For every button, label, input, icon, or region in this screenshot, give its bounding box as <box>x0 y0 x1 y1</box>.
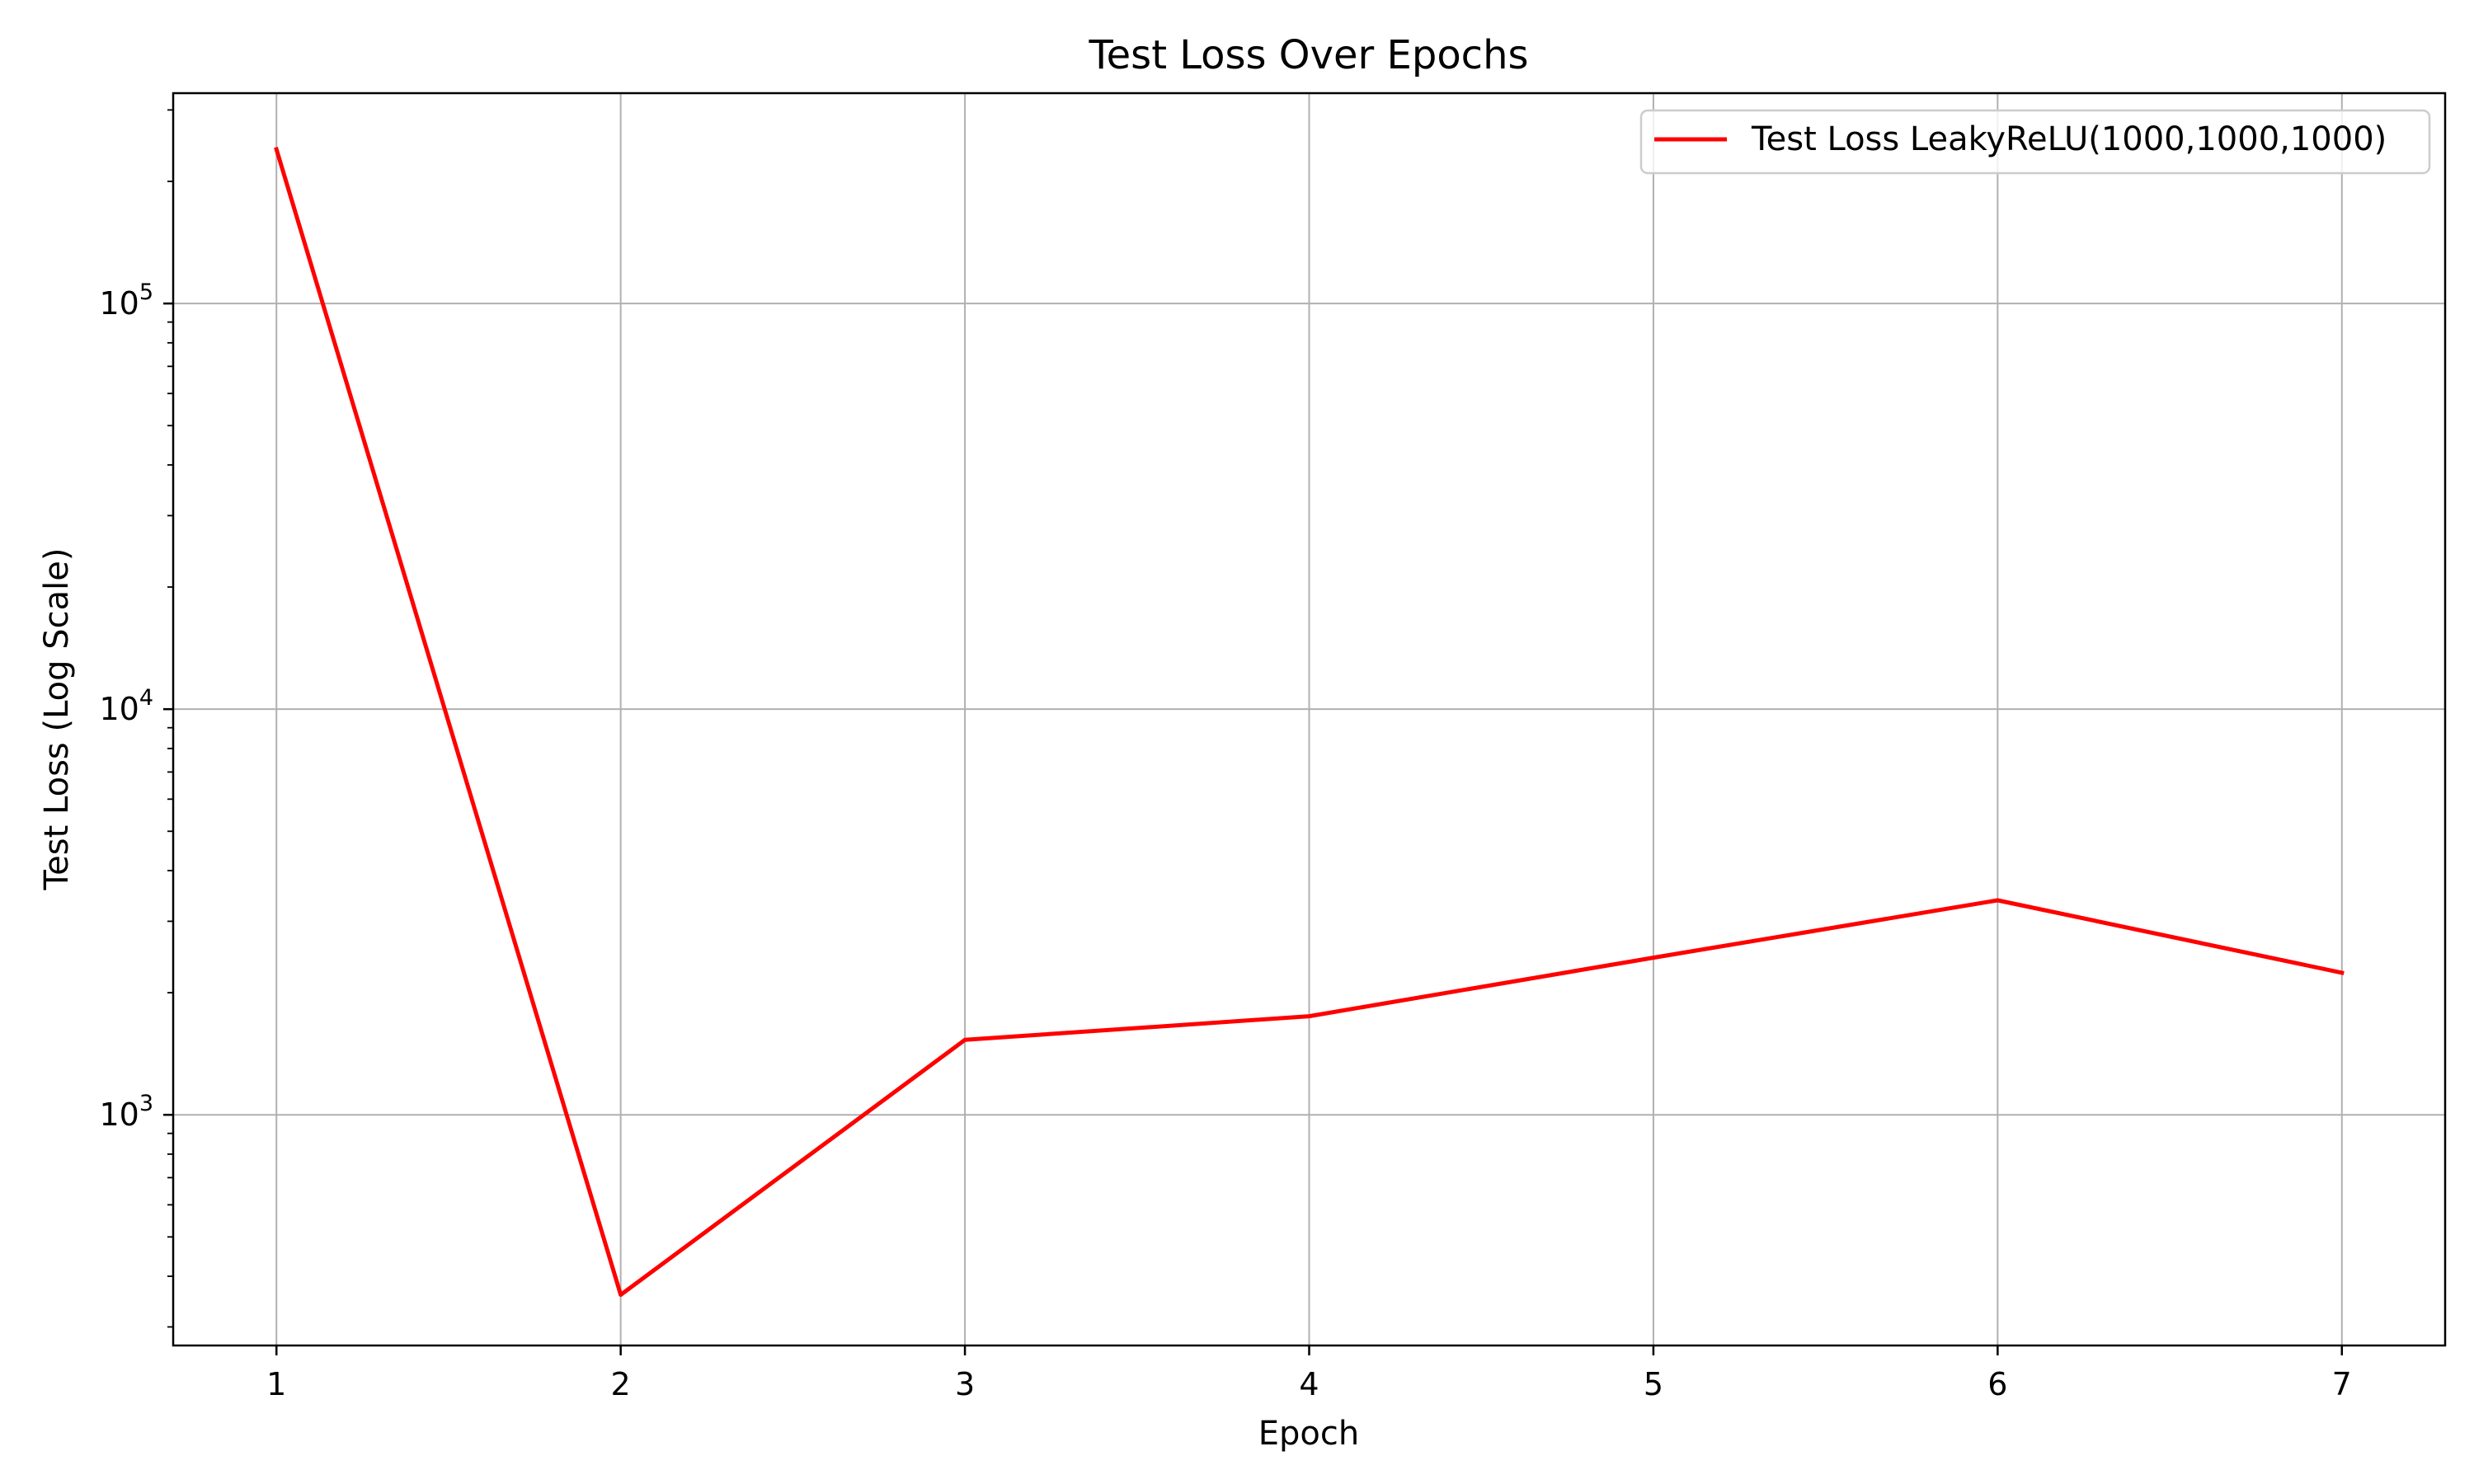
x-tick-label: 2 <box>611 1366 631 1402</box>
series-line-0 <box>274 146 2345 1297</box>
x-tick-label: 4 <box>1299 1366 1319 1402</box>
x-tick-label: 7 <box>2332 1366 2352 1402</box>
x-tick-label: 3 <box>955 1366 975 1402</box>
legend-entry-test-loss: Test Loss LeakyReLU(1000,1000,1000) <box>1751 120 2387 158</box>
x-tick-label: 6 <box>1987 1366 2007 1402</box>
y-tick-label: 105 <box>99 279 153 322</box>
y-tick-label: 103 <box>99 1091 153 1133</box>
x-tick-label: 1 <box>266 1366 286 1402</box>
grid-lines <box>173 93 2445 1345</box>
legend-box <box>1639 109 2431 175</box>
x-axis-label: Epoch <box>1258 1415 1359 1453</box>
y-tick-label: 104 <box>99 685 153 727</box>
series-lines <box>274 146 2345 1297</box>
legend: Test Loss LeakyReLU(1000,1000,1000) <box>1639 109 2431 175</box>
axis-ticks: 1 2 3 4 5 6 7 103 104 105 <box>99 109 2352 1402</box>
chart-title: Test Loss Over Epochs <box>1088 32 1528 78</box>
y-axis-label: Test Loss (Log Scale) <box>38 548 76 891</box>
x-tick-label: 5 <box>1644 1366 1663 1402</box>
